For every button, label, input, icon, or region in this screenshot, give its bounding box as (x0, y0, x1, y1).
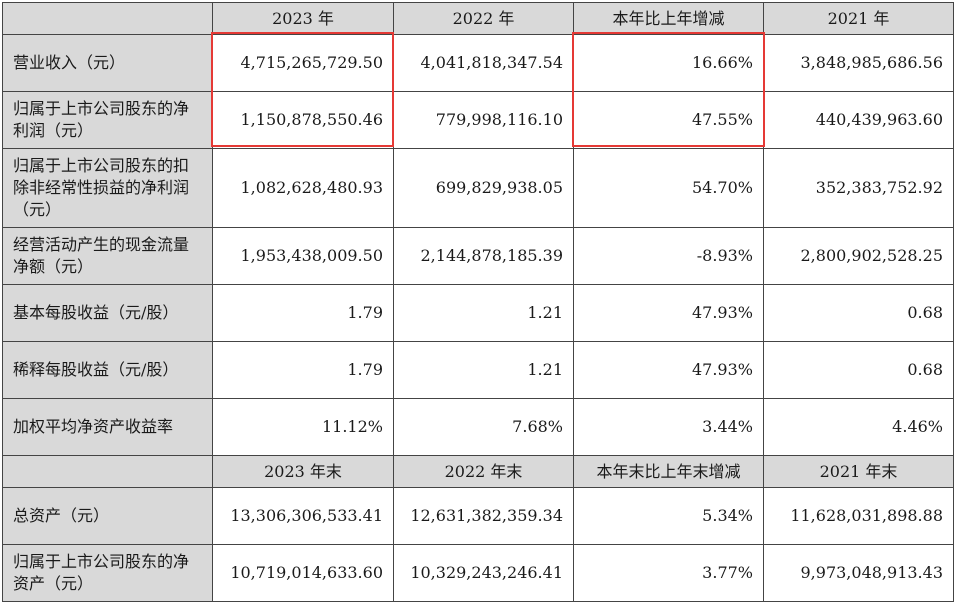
table-row: 稀释每股收益（元/股） 1.79 1.21 47.93% 0.68 (2, 341, 954, 399)
value-cell: 4,715,265,729.50 (212, 34, 394, 92)
table-row: 归属于上市公司股东的扣除非经常性损益的净利润（元） 1,082,628,480.… (2, 148, 954, 228)
value-cell: 0.68 (763, 341, 954, 399)
table-row: 归属于上市公司股东的净资产（元） 10,719,014,633.60 10,32… (2, 544, 954, 602)
value-cell: 12,631,382,359.34 (393, 487, 574, 545)
value-cell: 4.46% (763, 398, 954, 456)
value-cell: 779,998,116.10 (393, 91, 574, 149)
table-subheader-row: 2023 年末 2022 年末 本年末比上年末增减 2021 年末 (2, 455, 954, 488)
value-cell: 54.70% (573, 148, 764, 228)
value-cell: 5.34% (573, 487, 764, 545)
header-2023: 2023 年 (212, 2, 394, 35)
value-cell: 13,306,306,533.41 (212, 487, 394, 545)
row-label: 总资产（元） (2, 487, 213, 545)
header-2021: 2021 年 (763, 2, 954, 35)
value-cell: 1,082,628,480.93 (212, 148, 394, 228)
value-cell: 47.55% (573, 91, 764, 149)
value-cell: 1.21 (393, 341, 574, 399)
value-cell: 47.93% (573, 341, 764, 399)
table-row: 加权平均净资产收益率 11.12% 7.68% 3.44% 4.46% (2, 398, 954, 456)
value-cell: 3.44% (573, 398, 764, 456)
value-cell: 11,628,031,898.88 (763, 487, 954, 545)
value-cell: 9,973,048,913.43 (763, 544, 954, 602)
subheader-2021-end: 2021 年末 (763, 455, 954, 488)
value-cell: 352,383,752.92 (763, 148, 954, 228)
value-cell: 10,329,243,246.41 (393, 544, 574, 602)
value-cell: 16.66% (573, 34, 764, 92)
subheader-label-cell (2, 455, 213, 488)
value-cell: 3.77% (573, 544, 764, 602)
value-cell: 2,800,902,528.25 (763, 227, 954, 285)
value-cell: 11.12% (212, 398, 394, 456)
row-label: 经营活动产生的现金流量净额（元） (2, 227, 213, 285)
header-2022: 2022 年 (393, 2, 574, 35)
value-cell: 3,848,985,686.56 (763, 34, 954, 92)
row-label: 营业收入（元） (2, 34, 213, 92)
row-label: 稀释每股收益（元/股） (2, 341, 213, 399)
value-cell: 440,439,963.60 (763, 91, 954, 149)
row-label: 基本每股收益（元/股） (2, 284, 213, 342)
value-cell: 1,953,438,009.50 (212, 227, 394, 285)
row-label: 归属于上市公司股东的净资产（元） (2, 544, 213, 602)
row-label: 归属于上市公司股东的扣除非经常性损益的净利润（元） (2, 148, 213, 228)
value-cell: 1.21 (393, 284, 574, 342)
table-row: 归属于上市公司股东的净利润（元） 1,150,878,550.46 779,99… (2, 91, 954, 149)
value-cell: 1.79 (212, 284, 394, 342)
value-cell: 10,719,014,633.60 (212, 544, 394, 602)
value-cell: 1,150,878,550.46 (212, 91, 394, 149)
subheader-2022-end: 2022 年末 (393, 455, 574, 488)
value-cell: 4,041,818,347.54 (393, 34, 574, 92)
table-row: 总资产（元） 13,306,306,533.41 12,631,382,359.… (2, 487, 954, 545)
value-cell: 0.68 (763, 284, 954, 342)
table-row: 经营活动产生的现金流量净额（元） 1,953,438,009.50 2,144,… (2, 227, 954, 285)
value-cell: 2,144,878,185.39 (393, 227, 574, 285)
value-cell: -8.93% (573, 227, 764, 285)
subheader-change: 本年末比上年末增减 (573, 455, 764, 488)
header-label-cell (2, 2, 213, 35)
value-cell: 7.68% (393, 398, 574, 456)
table-header-row: 2023 年 2022 年 本年比上年增减 2021 年 (2, 2, 954, 35)
row-label: 归属于上市公司股东的净利润（元） (2, 91, 213, 149)
value-cell: 699,829,938.05 (393, 148, 574, 228)
header-change: 本年比上年增减 (573, 2, 764, 35)
subheader-2023-end: 2023 年末 (212, 455, 394, 488)
table-row: 基本每股收益（元/股） 1.79 1.21 47.93% 0.68 (2, 284, 954, 342)
value-cell: 1.79 (212, 341, 394, 399)
value-cell: 47.93% (573, 284, 764, 342)
row-label: 加权平均净资产收益率 (2, 398, 213, 456)
table-row: 营业收入（元） 4,715,265,729.50 4,041,818,347.5… (2, 34, 954, 92)
